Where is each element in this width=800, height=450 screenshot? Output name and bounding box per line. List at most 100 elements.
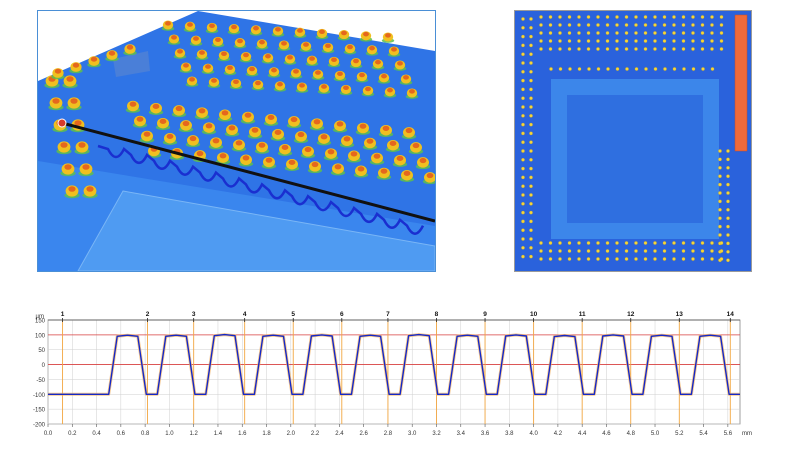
bump-dot <box>653 249 657 253</box>
bump-dot <box>726 166 730 170</box>
solder-bump <box>205 22 219 34</box>
bump-dot <box>718 149 722 153</box>
bump-dot <box>567 23 572 27</box>
bump-dot <box>653 67 658 71</box>
bump-dot <box>624 241 629 245</box>
solder-bump <box>261 53 275 64</box>
solder-bump <box>365 45 379 56</box>
y-unit-label: µm <box>36 314 44 320</box>
bump-dot <box>710 257 714 261</box>
solder-bump <box>361 86 375 97</box>
bump-dot <box>624 23 629 27</box>
bump-dot <box>521 237 525 241</box>
bump-dot <box>681 47 686 51</box>
bump-dot <box>710 249 714 253</box>
bump-dot <box>726 199 730 204</box>
top-height-map-view[interactable] <box>514 10 752 272</box>
solder-bump <box>300 146 316 159</box>
bump-dot <box>558 249 562 253</box>
bump-dot <box>726 182 730 187</box>
bump-dot <box>710 47 714 51</box>
3d-surface-view[interactable] <box>37 10 436 272</box>
solder-bump <box>263 113 279 126</box>
bump-dot <box>548 39 553 43</box>
solder-bump <box>392 154 408 167</box>
bump-dot <box>521 105 525 109</box>
solder-bump <box>183 21 197 33</box>
y-tick-label: -50 <box>36 378 45 384</box>
bump-dot <box>577 39 581 43</box>
y-tick-label: 0 <box>42 363 46 369</box>
bump-dot <box>663 67 667 71</box>
solder-bump <box>245 66 259 77</box>
bump-dot <box>719 23 724 27</box>
bump-dot <box>726 149 730 153</box>
top-height-map-image <box>515 11 751 271</box>
solder-bump <box>378 124 394 137</box>
bump-dot <box>681 23 686 27</box>
x-tick-label: 2.4 <box>335 431 344 437</box>
bump-dot <box>521 219 525 224</box>
solder-bump <box>155 117 171 130</box>
bump-dot <box>624 31 629 35</box>
bump-dot <box>605 249 610 253</box>
bump-dot <box>539 241 543 245</box>
bump-dot <box>681 31 686 35</box>
solder-bump <box>339 84 353 96</box>
bump-dot <box>691 249 695 253</box>
bump-dot <box>529 34 533 39</box>
solder-bump <box>249 25 263 36</box>
bump-dot <box>548 23 553 27</box>
bump-dot <box>719 31 724 35</box>
solder-bump <box>238 154 254 167</box>
bump-dot <box>539 249 543 253</box>
bump-dot <box>672 39 676 43</box>
marker-label: 6 <box>340 311 344 318</box>
bump-dot <box>529 158 533 162</box>
bump-dot <box>625 67 629 71</box>
bump-dot <box>710 67 715 71</box>
solder-bump <box>224 124 240 137</box>
bump-dot <box>549 67 553 71</box>
bump-dot <box>529 237 533 241</box>
bump-dot <box>521 26 525 30</box>
bump-dot <box>653 257 657 261</box>
solder-bump <box>355 122 371 135</box>
bump-dot <box>539 39 543 43</box>
marker-label: 7 <box>386 311 390 318</box>
solder-bump <box>286 116 302 129</box>
solder-bump <box>346 150 362 163</box>
solder-bump <box>185 76 199 87</box>
solder-bump <box>355 72 369 83</box>
bump-dot <box>681 249 686 253</box>
solder-bump <box>195 49 209 61</box>
solder-bump <box>123 44 137 56</box>
bump-dot <box>529 202 533 206</box>
bump-dot <box>643 23 648 27</box>
bump-dot <box>615 39 619 43</box>
solder-bump <box>161 20 175 31</box>
bump-dot <box>521 228 525 232</box>
bump-dot <box>653 241 657 245</box>
bump-dot <box>605 47 610 51</box>
solder-bump <box>273 81 287 92</box>
solder-bump <box>223 64 237 76</box>
profile-chart-svg: 150 100 50 0 -50 -100 -150 -200 0.0 0.2 0.4 0.6 0.8 1… <box>33 311 752 437</box>
section-profile <box>97 144 425 235</box>
bump-dot <box>653 31 657 35</box>
bump-dot <box>726 191 730 195</box>
bump-dot <box>710 31 714 35</box>
solder-bump <box>66 97 82 111</box>
bump-dot <box>672 23 676 27</box>
bump-dot <box>615 257 619 261</box>
marker-label: 1 <box>61 311 65 318</box>
bump-dot <box>586 257 591 261</box>
bump-dot <box>596 47 600 51</box>
profile-chart[interactable]: 150 100 50 0 -50 -100 -150 -200 0.0 0.2 0.4 0.6 0.8 1… <box>28 308 768 446</box>
bump-dot <box>521 175 525 180</box>
x-tick-label: 2.2 <box>311 431 320 437</box>
bump-dot <box>521 52 525 56</box>
solder-bump <box>74 141 90 155</box>
bump-dot <box>691 47 695 51</box>
bump-dot <box>726 174 730 178</box>
